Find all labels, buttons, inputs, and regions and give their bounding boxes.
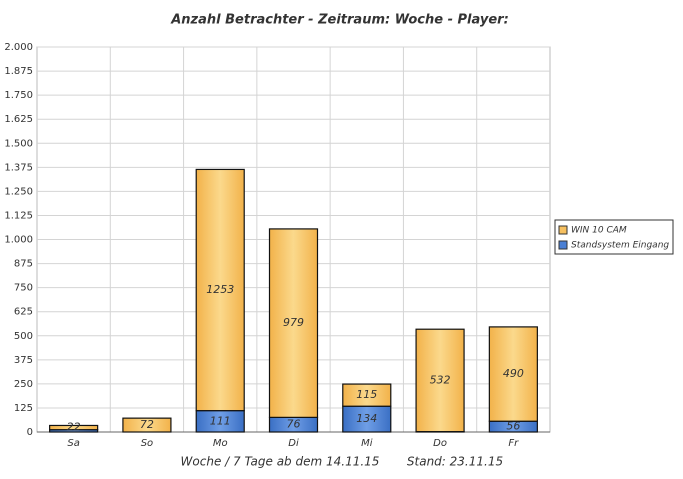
data-label: 111 [210, 414, 231, 427]
x-tick-label: Fr [508, 438, 519, 449]
x-tick-label: Di [288, 438, 299, 449]
chart-title: Anzahl Betrachter - Zeitraum: Woche - Pl… [170, 13, 509, 28]
y-tick-label: 125 [14, 403, 33, 414]
y-tick-label: 0 [27, 427, 33, 438]
y-tick-label: 625 [14, 307, 33, 318]
data-label: 1253 [206, 283, 234, 296]
legend-label: Standsystem Eingang [571, 241, 669, 251]
y-tick-label: 1.250 [4, 186, 33, 197]
y-tick-label: 375 [14, 355, 33, 366]
data-label: 532 [430, 373, 451, 386]
y-tick-label: 2.000 [4, 42, 33, 53]
y-tick-label: 750 [14, 283, 33, 294]
footer-left: Woche / 7 Tage ab dem 14.11.15 [181, 455, 380, 469]
y-tick-label: 1.375 [4, 162, 33, 173]
x-tick-label: So [141, 438, 153, 449]
x-tick-label: Do [433, 438, 447, 449]
x-tick-label: Mo [213, 438, 228, 449]
y-tick-label: 500 [14, 331, 33, 342]
data-label: 979 [283, 316, 304, 329]
data-label: 76 [287, 418, 301, 431]
legend-swatch [559, 241, 567, 249]
x-tick-label: Mi [361, 438, 373, 449]
x-tick-label: Sa [67, 438, 79, 449]
y-tick-label: 1.000 [4, 235, 33, 246]
y-tick-label: 250 [14, 379, 33, 390]
data-label: 490 [503, 367, 524, 380]
y-tick-label: 875 [14, 259, 33, 270]
data-label: 72 [140, 418, 154, 431]
legend-label: WIN 10 CAM [571, 226, 627, 236]
y-tick-label: 1.750 [4, 90, 33, 101]
data-label: 134 [356, 412, 377, 425]
footer-right: Stand: 23.11.15 [407, 455, 503, 469]
legend-swatch [559, 226, 567, 234]
data-label: 115 [356, 388, 377, 401]
y-tick-label: 1.500 [4, 138, 33, 149]
y-tick-label: 1.875 [4, 66, 33, 77]
y-tick-label: 1.625 [4, 114, 33, 125]
y-tick-label: 1.125 [4, 210, 33, 221]
data-label: 22 [67, 421, 81, 434]
